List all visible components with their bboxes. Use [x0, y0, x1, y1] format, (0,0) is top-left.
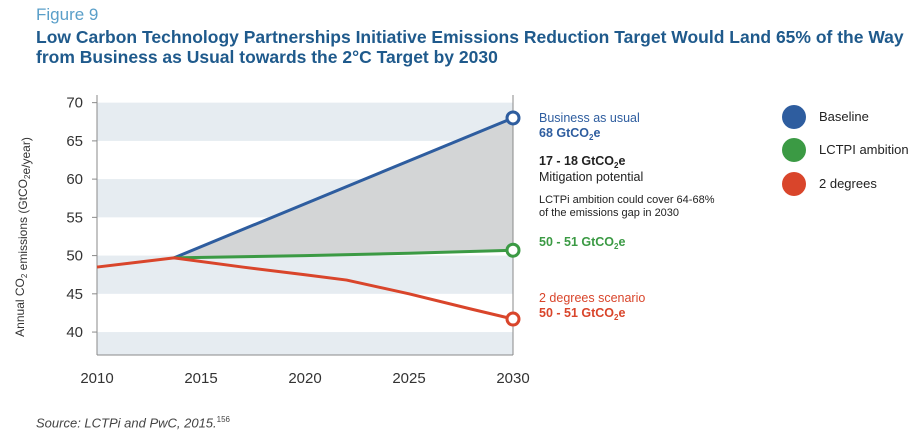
series-line-2 [96, 256, 514, 321]
x-tick-label-2030: 2030 [496, 370, 529, 387]
legend-item-baseline: Baseline [782, 105, 921, 131]
annotation-mitigation-value: 17 - 18 GtCO2e [539, 154, 625, 170]
annotation-gap-note-1: LCTPi ambition could cover 64-68% [539, 194, 715, 206]
x-tick-label-2010: 2010 [80, 370, 113, 387]
source-footnote-ref: 156 [216, 415, 231, 424]
legend-swatch-lctpi [782, 138, 806, 162]
x-tick-label-2015: 2015 [184, 370, 217, 387]
y-axis-label: Annual CO2 emissions (GtCO2e/year) [13, 137, 33, 337]
annotation-2deg-title: 2 degrees scenario [539, 291, 645, 305]
annotation-lctpi-value: 50 - 51 GtCO2e [539, 235, 625, 251]
annotation-gap-note-2: of the emissions gap in 2030 [539, 207, 679, 219]
annotation-bau-title: Business as usual [539, 111, 640, 125]
series-line-1 [173, 248, 514, 260]
band-65 [97, 102, 513, 141]
series-end-marker-2 [505, 311, 521, 327]
legend-item-lctpi: LCTPI ambition [782, 138, 921, 164]
band-bottom [97, 332, 513, 355]
source-text: Source: LCTPi and PwC, 2015. [36, 415, 217, 431]
legend-label-baseline: Baseline [819, 109, 869, 124]
series-end-marker-1 [505, 242, 521, 258]
y-tick-label-40: 40 [66, 324, 83, 341]
y-tick-label-60: 60 [66, 171, 83, 188]
tick-labels: 40 45 50 55 60 65 70 2010 2015 2020 2025 2030 [66, 95, 529, 387]
chart-title: Low Carbon Technology Partnerships Initi… [36, 27, 904, 67]
y-tick-label-70: 70 [66, 95, 83, 112]
legend-swatch-2-degrees [782, 172, 806, 196]
legend-item-2-degrees: 2 degrees [782, 172, 921, 198]
annotation-bau-value: 68 GtCO2e [539, 126, 600, 142]
y-axis-label-group: Annual CO2 emissions (GtCO2e/year) [13, 137, 33, 337]
legend-swatch-baseline [782, 105, 806, 129]
series-end-marker-0 [505, 110, 521, 126]
source-note: Source: LCTPi and PwC, 2015.156 [36, 415, 230, 430]
x-tick-label-2020: 2020 [288, 370, 321, 387]
figure-label: Figure 9 [36, 5, 99, 24]
legend-label-2-degrees: 2 degrees [819, 176, 877, 191]
series-lines [96, 116, 514, 321]
annotation-mitigation-label: Mitigation potential [539, 170, 643, 184]
x-tick-label-2025: 2025 [392, 370, 425, 387]
series-end-markers [505, 110, 521, 327]
y-tick-label-50: 50 [66, 248, 83, 265]
legend-label-lctpi: LCTPI ambition [819, 142, 909, 157]
y-tick-label-65: 65 [66, 133, 83, 150]
y-tick-label-55: 55 [66, 209, 83, 226]
y-tick-label-45: 45 [66, 286, 83, 303]
annotation-2deg-value: 50 - 51 GtCO2e [539, 306, 625, 322]
series-line-0 [173, 116, 514, 260]
